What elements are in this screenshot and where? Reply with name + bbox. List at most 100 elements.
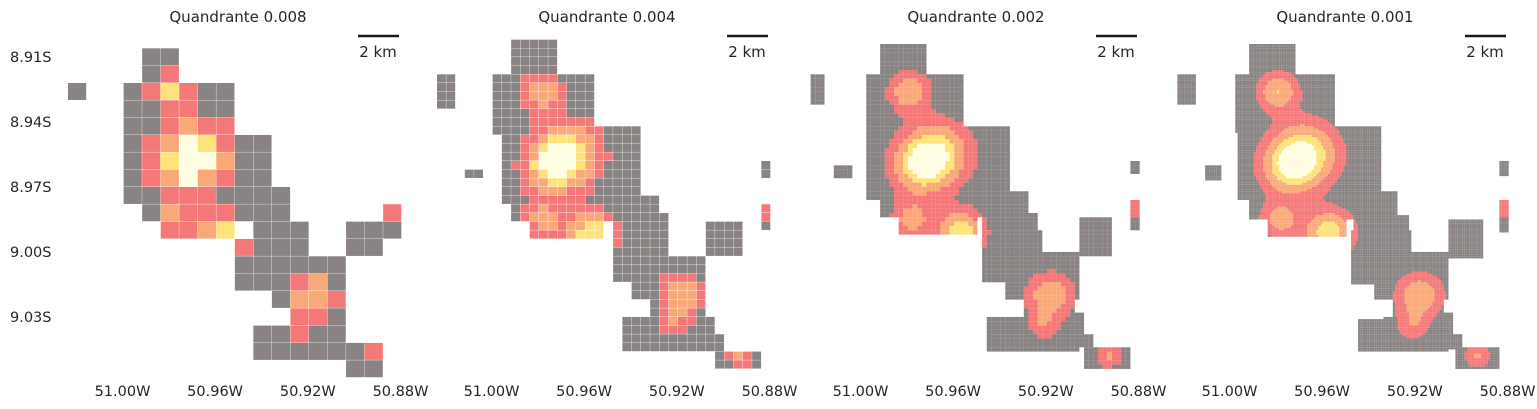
- heatmap-cell: [1307, 126, 1310, 129]
- heatmap-cell: [907, 173, 913, 179]
- heatmap-cell: [1237, 169, 1240, 172]
- heatmap-cell: [1290, 128, 1294, 131]
- heatmap-cell: [1065, 269, 1071, 274]
- heatmap-cell: [1037, 338, 1043, 343]
- heatmap-cell: [1102, 251, 1108, 257]
- heatmap-cell: [1102, 355, 1108, 361]
- heatmap-cell: [903, 217, 908, 222]
- heatmap-cell: [1037, 230, 1043, 235]
- heatmap-cell: [1307, 225, 1310, 229]
- heatmap-cell: [1258, 197, 1261, 200]
- heatmap-cell: [1042, 329, 1047, 335]
- heatmap-cell: [1265, 46, 1268, 49]
- heatmap-cell: [977, 160, 983, 166]
- heatmap-cell: [1307, 145, 1310, 148]
- heatmap-cell: [1037, 260, 1043, 265]
- heatmap-cell: [1244, 93, 1247, 96]
- heatmap-cell: [364, 360, 383, 378]
- heatmap-cell: [1249, 143, 1252, 146]
- heatmap-cell: [160, 221, 179, 239]
- heatmap-cell: [631, 273, 641, 282]
- heatmap-cell: [1270, 111, 1273, 114]
- heatmap-cell: [1276, 117, 1280, 120]
- heatmap-cell: [1260, 165, 1264, 168]
- heatmap-cell: [520, 143, 530, 152]
- heatmap-cell: [894, 199, 899, 205]
- heatmap-cell: [1279, 108, 1282, 112]
- heatmap-cell: [1286, 206, 1289, 209]
- heatmap-cell: [1033, 273, 1038, 278]
- heatmap-cell: [1283, 89, 1287, 92]
- heatmap-cell: [1191, 89, 1194, 92]
- heatmap-cell: [1251, 156, 1254, 159]
- heatmap-cell: [907, 126, 913, 131]
- heatmap-cell: [894, 191, 899, 196]
- heatmap-cell: [921, 100, 927, 105]
- heatmap-cell: [996, 247, 1001, 252]
- heatmap-cell: [1051, 308, 1057, 313]
- heatmap-cell: [1237, 143, 1240, 146]
- heatmap-cell: [1065, 321, 1071, 326]
- heatmap-cell: [917, 69, 922, 75]
- heatmap-cell: [1060, 273, 1066, 278]
- heatmap-cell: [996, 234, 1001, 239]
- heatmap-cell: [954, 178, 959, 183]
- heatmap-cell: [1260, 44, 1264, 47]
- heatmap-cell: [1286, 78, 1289, 81]
- heatmap-cell: [631, 282, 641, 291]
- heatmap-cell: [996, 256, 1001, 261]
- heatmap-cell: [1274, 139, 1277, 142]
- heatmap-cell: [1270, 124, 1273, 127]
- heatmap-cell: [1307, 173, 1310, 177]
- heatmap-cell: [687, 256, 697, 265]
- heatmap-cell: [1033, 238, 1038, 244]
- heatmap-cell: [1179, 78, 1182, 81]
- heatmap-cell: [1070, 282, 1075, 287]
- heatmap-cell: [1191, 78, 1194, 81]
- heatmap-cell: [986, 316, 992, 322]
- heatmap-cell: [949, 221, 955, 226]
- heatmap-cell: [1286, 150, 1289, 153]
- heatmap-cell: [1300, 124, 1303, 127]
- heatmap-cell: [1265, 74, 1268, 77]
- heatmap-cell: [1265, 72, 1268, 75]
- heatmap-cell: [1267, 111, 1271, 114]
- heatmap-cell: [921, 143, 927, 148]
- heatmap-cell: [1286, 169, 1289, 172]
- heatmap-cell: [880, 139, 885, 144]
- heatmap-cell: [622, 247, 632, 256]
- heatmap-cell: [1302, 212, 1305, 216]
- heatmap-cell: [1274, 117, 1277, 120]
- heatmap-cell: [1272, 124, 1275, 127]
- heatmap-cell: [875, 169, 881, 174]
- heatmap-cell: [1209, 173, 1213, 177]
- heatmap-cell: [1293, 104, 1296, 107]
- heatmap-cell: [921, 199, 927, 205]
- heatmap-cell: [889, 82, 895, 88]
- heatmap-cell: [1267, 63, 1271, 66]
- heatmap-cell: [1293, 50, 1296, 53]
- heatmap-cell: [1023, 277, 1029, 283]
- heatmap-cell: [1274, 195, 1277, 198]
- heatmap-cell: [880, 65, 885, 70]
- heatmap-cell: [1276, 145, 1280, 148]
- heatmap-cell: [1237, 93, 1240, 96]
- heatmap-cell: [1304, 98, 1308, 101]
- heatmap-cell: [1193, 82, 1196, 86]
- heatmap-cell: [1033, 282, 1038, 287]
- heatmap-cell: [1181, 87, 1185, 90]
- heatmap-cell: [1258, 206, 1261, 209]
- heatmap-cell: [1056, 334, 1061, 339]
- heatmap-cell: [894, 44, 899, 49]
- heatmap-cell: [1281, 212, 1284, 216]
- heatmap-cell: [1028, 316, 1034, 322]
- heatmap-cell: [1295, 160, 1298, 164]
- heatmap-cell: [935, 225, 941, 231]
- heatmap-cell: [1267, 126, 1271, 129]
- heatmap-cell: [1281, 156, 1284, 159]
- heatmap-cell: [622, 143, 632, 152]
- heatmap-cell: [1253, 121, 1257, 125]
- heatmap-cell: [1181, 93, 1185, 96]
- heatmap-cell: [1265, 156, 1268, 159]
